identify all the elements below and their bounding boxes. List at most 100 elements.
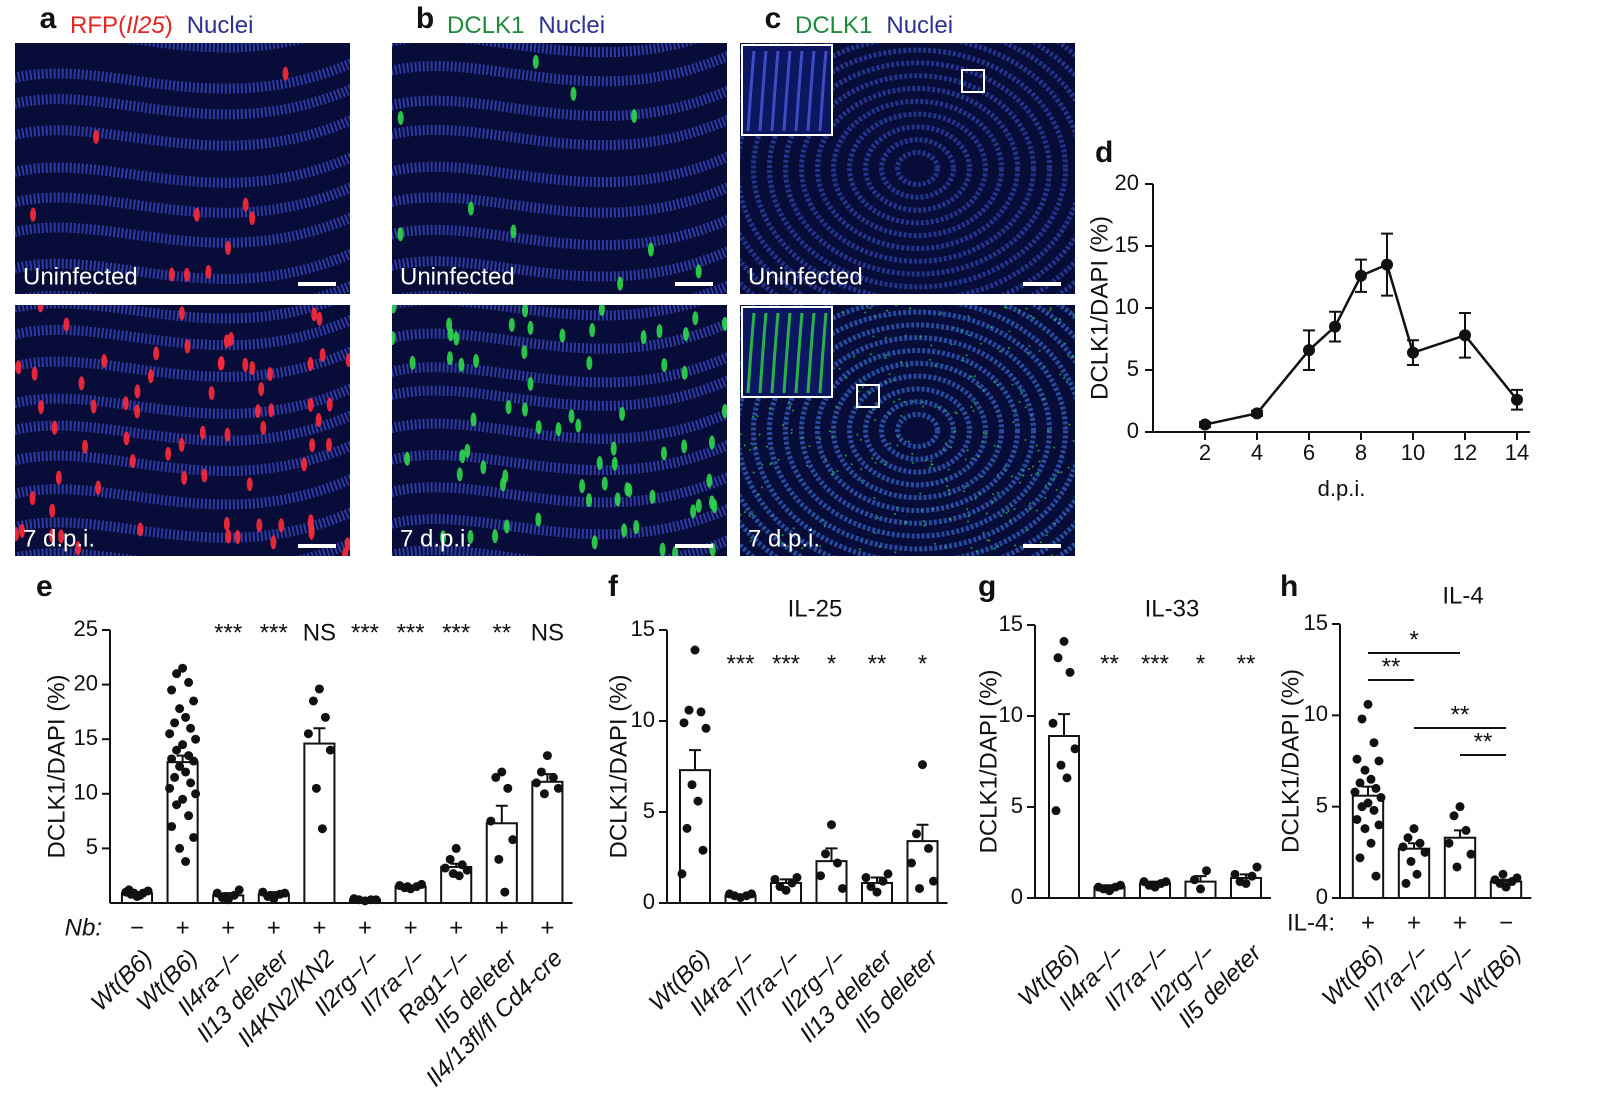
data-dot: [1053, 653, 1063, 663]
spot: [1014, 410, 1017, 413]
tissue-ring: [895, 412, 940, 449]
spot: [919, 492, 922, 495]
y-tick-label: 10: [74, 780, 98, 805]
data-dot: [553, 783, 563, 793]
spot: [782, 424, 785, 427]
data-dot: [258, 887, 268, 897]
spot: [824, 457, 827, 460]
spot: [447, 327, 454, 342]
data-dot: [1161, 877, 1171, 887]
error-bar: [1058, 713, 1070, 737]
row-label: IL-4:: [1287, 909, 1335, 936]
data-point: [1355, 269, 1367, 282]
spot: [928, 358, 931, 361]
tissue-ring: [831, 360, 1004, 501]
spot: [165, 446, 172, 461]
data-dot: [1048, 718, 1058, 728]
villus: [15, 83, 350, 120]
spot: [708, 435, 715, 450]
spot: [624, 482, 631, 497]
data-dot: [1062, 773, 1072, 783]
panel-letter: f: [608, 570, 619, 603]
spot: [254, 404, 261, 419]
spot: [838, 367, 841, 370]
data-dot: [1406, 856, 1416, 866]
micrograph: Uninfected: [740, 43, 1075, 294]
spot: [988, 539, 991, 542]
spot: [184, 339, 191, 354]
spot: [31, 366, 38, 381]
data-dot: [1374, 756, 1384, 766]
spot: [964, 458, 967, 461]
spot: [521, 345, 528, 360]
spot: [90, 399, 97, 414]
data-dot: [1449, 811, 1459, 821]
spot: [977, 455, 980, 458]
spot: [980, 342, 983, 345]
spot: [922, 520, 925, 523]
spot: [633, 520, 640, 535]
data-dot: [1371, 783, 1381, 793]
spot: [492, 529, 499, 544]
spot: [201, 468, 208, 483]
spot: [792, 527, 795, 530]
spot: [224, 427, 231, 442]
tissue-ring: [863, 386, 972, 475]
y-axis-label: DCLK1/DAPI (%): [975, 669, 1002, 853]
spot: [853, 355, 856, 358]
villus: [15, 248, 350, 284]
spot: [153, 346, 160, 361]
spot: [937, 406, 940, 409]
spot: [740, 513, 742, 516]
spot: [1049, 306, 1052, 309]
data-dot: [462, 865, 472, 875]
spot: [777, 458, 780, 461]
data-dot: [371, 895, 381, 905]
spot: [940, 312, 943, 315]
data-dot: [1352, 814, 1362, 824]
spot: [1054, 522, 1057, 525]
spot: [1008, 330, 1011, 333]
spot: [844, 454, 847, 457]
data-dot: [170, 772, 180, 782]
villus: [392, 151, 727, 188]
texture: [15, 305, 350, 556]
data-dot: [792, 873, 802, 883]
data-dot: [175, 762, 185, 771]
spot: [953, 430, 956, 433]
spot: [954, 411, 957, 414]
spot: [944, 477, 947, 480]
y-tick-label: 15: [1304, 610, 1328, 635]
bar: [906, 840, 939, 904]
tissue-ring: [783, 60, 1052, 277]
spot: [93, 129, 100, 144]
spot: [610, 441, 617, 456]
tissue-ring: [783, 322, 1052, 539]
spot: [1028, 467, 1031, 470]
data-dot: [833, 858, 842, 868]
inset-villus: [794, 312, 804, 394]
villus: [392, 408, 727, 444]
spot: [470, 412, 477, 427]
spot: [897, 435, 900, 438]
spot: [997, 545, 1000, 548]
spot: [985, 433, 988, 436]
spot: [972, 409, 975, 412]
villus: [392, 245, 727, 282]
data-dot: [1051, 806, 1061, 816]
data-dot: [539, 789, 549, 799]
spot: [1038, 349, 1041, 352]
spot: [234, 530, 241, 545]
spot: [996, 445, 999, 448]
spot: [952, 326, 955, 329]
spot: [178, 437, 185, 452]
significance: ***: [1141, 650, 1169, 677]
spot: [950, 343, 953, 346]
spot: [55, 470, 62, 485]
spot: [970, 375, 973, 378]
data-dot: [866, 882, 876, 892]
tissue-ring: [847, 111, 988, 226]
data-dot: [135, 890, 145, 900]
villus: [15, 314, 350, 351]
row-sign: −: [1499, 909, 1513, 936]
